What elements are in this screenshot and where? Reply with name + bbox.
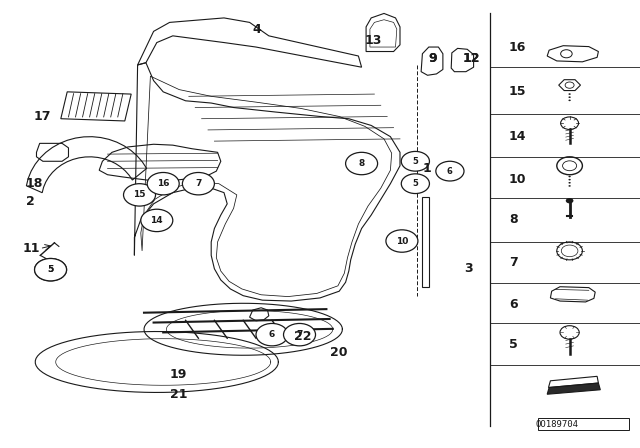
Circle shape (401, 151, 429, 171)
Text: 14: 14 (509, 130, 526, 143)
Text: 9: 9 (429, 52, 437, 65)
Circle shape (124, 184, 156, 206)
Text: 10: 10 (509, 172, 526, 186)
Text: 3: 3 (464, 262, 472, 276)
Circle shape (284, 323, 316, 346)
Text: OO189704: OO189704 (535, 420, 579, 429)
Text: 12: 12 (463, 52, 480, 65)
Text: 12: 12 (463, 52, 480, 65)
Text: 9: 9 (429, 52, 437, 65)
Text: 2: 2 (26, 195, 35, 208)
Text: 6: 6 (447, 167, 453, 176)
Text: 17: 17 (33, 110, 51, 123)
Text: 5: 5 (509, 338, 518, 352)
Text: 16: 16 (157, 179, 170, 188)
Text: 21: 21 (170, 388, 187, 401)
Circle shape (568, 93, 571, 95)
Text: 8: 8 (509, 213, 517, 226)
Circle shape (568, 185, 571, 187)
Text: 10: 10 (396, 237, 408, 246)
Text: 1: 1 (422, 161, 431, 175)
Text: 5: 5 (412, 179, 419, 188)
Circle shape (568, 182, 571, 184)
Text: 6: 6 (269, 330, 275, 339)
Circle shape (182, 172, 214, 195)
Text: 6: 6 (509, 298, 517, 311)
Text: 22: 22 (294, 330, 312, 344)
Text: 4: 4 (253, 22, 262, 36)
Text: 15: 15 (509, 85, 526, 99)
Text: 7: 7 (195, 179, 202, 188)
Text: 13: 13 (365, 34, 382, 47)
Circle shape (141, 209, 173, 232)
Circle shape (35, 258, 67, 281)
Text: 7: 7 (509, 255, 518, 269)
Circle shape (568, 96, 571, 98)
Circle shape (386, 230, 418, 252)
Circle shape (568, 179, 571, 181)
Circle shape (256, 323, 288, 346)
Circle shape (401, 174, 429, 194)
Circle shape (346, 152, 378, 175)
Text: 5: 5 (47, 265, 54, 274)
Text: 14: 14 (150, 216, 163, 225)
Polygon shape (547, 383, 600, 394)
Text: 7: 7 (296, 330, 303, 339)
Text: 8: 8 (358, 159, 365, 168)
Circle shape (568, 176, 571, 177)
Text: 15: 15 (133, 190, 146, 199)
Circle shape (35, 258, 67, 281)
Circle shape (566, 198, 573, 203)
Text: 5: 5 (412, 157, 419, 166)
Text: 19: 19 (170, 367, 187, 381)
Text: 16: 16 (509, 40, 526, 54)
Text: 5: 5 (47, 265, 54, 274)
Bar (538, 418, 629, 430)
Text: 20: 20 (330, 346, 347, 359)
Circle shape (147, 172, 179, 195)
Bar (422, 197, 429, 287)
Text: 11: 11 (23, 242, 40, 255)
Circle shape (436, 161, 464, 181)
Text: 18: 18 (26, 177, 43, 190)
Circle shape (568, 99, 571, 101)
